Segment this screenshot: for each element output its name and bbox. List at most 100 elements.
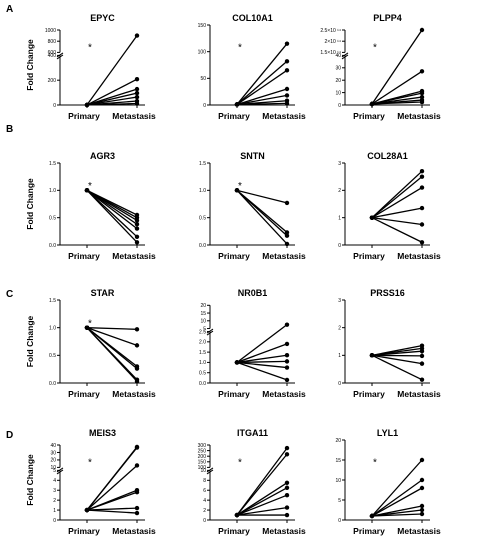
series-line (371, 217, 423, 243)
data-point (284, 480, 290, 485)
y-axis-label: Fold Change (25, 39, 35, 91)
series-line (236, 447, 288, 516)
series-line (236, 189, 288, 237)
series-line (371, 207, 423, 219)
series-line (236, 361, 288, 381)
y-tick-label: 150 (198, 460, 207, 466)
series-line (236, 189, 288, 245)
data-point (134, 226, 140, 231)
series-line (86, 102, 138, 106)
y-tick-label: 20 (335, 438, 341, 444)
y-tick-label: 0 (53, 103, 56, 109)
series-line (371, 217, 423, 226)
series-line (86, 327, 138, 382)
series-line (86, 189, 138, 243)
data-point (84, 507, 90, 513)
x-category-label: Primary (353, 111, 385, 121)
y-tick-label: 0 (203, 518, 206, 524)
y-tick-label: 150 (198, 23, 207, 29)
axis-break-mark (206, 467, 214, 473)
y-tick-label: 3 (53, 488, 56, 494)
y-tick-label: 30 (50, 450, 56, 456)
axis-break-mark (56, 469, 64, 475)
x-category-label: Metastasis (397, 526, 441, 536)
data-point (369, 353, 375, 358)
x-category-label: Primary (68, 526, 100, 536)
data-point (134, 33, 140, 38)
series-line (236, 360, 288, 364)
data-point (134, 366, 140, 371)
y-tick-label: 300 (198, 443, 207, 449)
data-point (284, 101, 290, 106)
panel-label: B (6, 124, 13, 135)
y-tick-label: 10 (200, 468, 206, 474)
y-tick-label: 250 (198, 448, 207, 454)
significance-star: * (88, 43, 92, 54)
x-category-label: Primary (68, 111, 100, 121)
y-tick-label: 0 (338, 518, 341, 524)
y-tick-label: 10 (50, 465, 56, 471)
y-tick-label: 1.5×10 ¹⁴ (320, 50, 341, 56)
x-category-label: Metastasis (112, 389, 156, 399)
data-point (419, 503, 425, 509)
chart-title: SNTN (240, 151, 265, 161)
series-line (371, 487, 423, 517)
series-line (236, 494, 288, 516)
y-tick-label: 200 (48, 78, 57, 84)
y-tick-label: 0 (338, 103, 341, 109)
axis-break-mark (56, 52, 64, 58)
axis-break-mark (56, 54, 64, 60)
data-point (284, 505, 290, 510)
data-point (419, 185, 425, 190)
y-tick-label: 2.5 (199, 329, 206, 335)
chart-prss16: 0 1 2 3 Primary Metastasis PRSS16 (338, 288, 441, 399)
x-category-label: Metastasis (112, 111, 156, 121)
data-point (369, 101, 375, 107)
data-point (284, 230, 290, 235)
x-category-label: Primary (68, 251, 100, 261)
axis-break-mark (341, 54, 349, 60)
y-tick-label: 2 (203, 508, 206, 514)
chart-lyl1: 0 5 10 15 20 Primary Metastasis LYL1 * (335, 428, 441, 536)
data-point (134, 445, 140, 450)
y-tick-label: 5 (53, 468, 56, 474)
y-tick-label: 2.0 (199, 340, 206, 346)
data-point (284, 93, 290, 98)
data-point (284, 59, 290, 64)
data-point (284, 445, 290, 451)
y-tick-label: 1000 (45, 28, 56, 34)
y-tick-label: 0 (338, 381, 341, 387)
chart-title: NR0B1 (238, 288, 268, 298)
data-point (284, 41, 290, 46)
y-tick-label: 15 (335, 458, 341, 464)
data-point (419, 69, 425, 74)
x-category-label: Metastasis (262, 389, 306, 399)
series-line (236, 361, 288, 369)
series-line (371, 459, 423, 517)
data-point (284, 322, 290, 327)
significance-star: * (373, 43, 377, 54)
data-point (284, 353, 290, 358)
y-tick-label: 3 (338, 161, 341, 167)
series-line (86, 464, 138, 511)
y-tick-label: 8 (203, 478, 206, 484)
x-category-label: Metastasis (262, 251, 306, 261)
series-line (86, 509, 138, 514)
significance-star: * (88, 181, 92, 192)
series-line (86, 78, 138, 106)
series-line (86, 447, 138, 511)
y-tick-label: 0.5 (49, 215, 56, 221)
y-tick-label: 0.0 (199, 243, 206, 249)
y-tick-label: 1.5 (49, 161, 56, 167)
series-line (371, 70, 423, 105)
significance-star: * (238, 181, 242, 192)
y-tick-label: 3 (338, 298, 341, 304)
axis-break-mark (206, 328, 214, 334)
series-line (236, 94, 288, 106)
data-point (284, 365, 290, 370)
x-category-label: Primary (68, 389, 100, 399)
y-tick-label: 20 (50, 458, 56, 464)
series-line (236, 343, 288, 364)
series-line (371, 350, 423, 356)
